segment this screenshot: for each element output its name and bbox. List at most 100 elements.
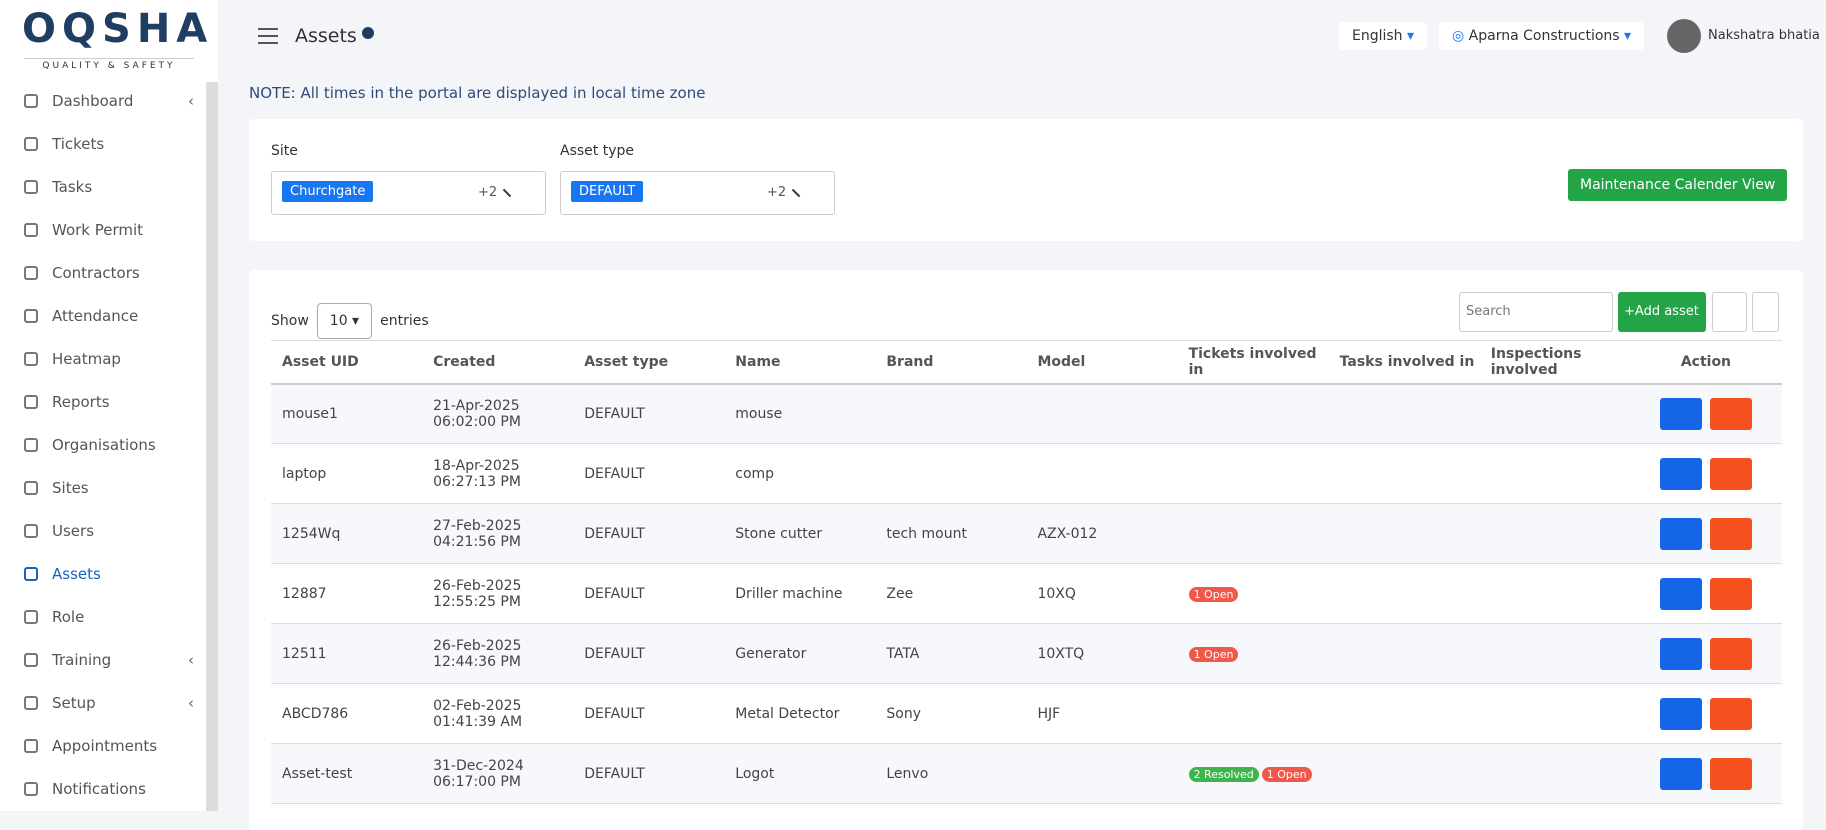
created-date: 02-Feb-2025 [433,697,522,714]
delete-button[interactable] [1709,457,1752,490]
created-time: 12:55:25 PM [433,593,521,610]
maintenance-button[interactable]: Maintenance Calender View [1568,169,1788,201]
delete-button[interactable] [1709,637,1752,670]
edit-button[interactable] [1659,517,1702,550]
delete-button[interactable] [1709,577,1752,610]
delete-button[interactable] [1709,517,1752,550]
company-select[interactable]: ◎ Aparna Constructions ▾ [1439,22,1645,50]
nav-item[interactable]: Heatmap [24,350,194,368]
nav-item[interactable]: Dashboard ‹ [24,92,194,110]
entries-select[interactable]: 10 ▾ [316,303,373,339]
nav-label: Assets [52,565,101,583]
user-name: Nakshatra bhatia [1708,28,1820,43]
column-header[interactable]: Asset UID [271,340,423,385]
nav-icon [24,137,38,151]
more-button[interactable] [1752,292,1779,332]
ticket-badge: 1 Open [1261,766,1312,782]
clear-icon[interactable] [791,188,801,198]
actions [1630,503,1782,564]
nav-item[interactable]: Organisations [24,436,194,454]
type: DEFAULT [584,765,645,782]
nav-item[interactable]: Users [24,522,194,540]
nav-item[interactable]: Reports [24,393,194,411]
nav-item[interactable]: Attendance [24,307,194,325]
tagline: QUALITY & SAFETY [24,58,194,71]
nav-item[interactable]: Training ‹ [24,651,194,669]
actions [1630,383,1782,444]
column-header: Tickets involved in [1177,340,1329,385]
type: DEFAULT [584,465,645,482]
nav-label: Tickets [52,135,105,153]
edit-button[interactable] [1659,637,1702,670]
nav-icon [24,739,38,753]
edit-button[interactable] [1659,457,1702,490]
nav-icon [24,481,38,495]
nav-item[interactable]: Assets [24,565,194,583]
cell-name: Driller machine [724,563,876,624]
created-date: 26-Feb-2025 [433,637,522,654]
model: 10XQ [1037,585,1076,602]
logo: OQSHA [22,6,214,52]
nav-icon [24,223,38,237]
cell-type: DEFAULT [573,683,725,744]
edit-button[interactable] [1659,397,1702,430]
brand: tech mount [886,525,967,542]
created-date: 31-Dec-2024 [433,757,524,774]
menu-toggle[interactable] [258,28,278,44]
nav-item[interactable]: Role [24,608,194,626]
filter-select[interactable]: Churchgate +2 [271,171,546,215]
edit-button[interactable] [1659,577,1702,610]
column-header[interactable]: Name [724,340,876,385]
nav-item[interactable]: Sites [24,479,194,497]
nav-label: Reports [52,393,110,411]
cell-brand: TATA [875,623,1027,684]
column-header[interactable]: Asset type [573,340,725,385]
name: Generator [735,645,807,662]
edit-button[interactable] [1659,697,1702,730]
nav-icon [24,524,38,538]
language-select[interactable]: English ▾ [1339,22,1428,50]
nav-item[interactable]: Setup ‹ [24,694,194,712]
cell-model: 10XQ [1026,563,1178,624]
cell-model: AZX-012 [1026,503,1178,564]
nav-item[interactable]: Appointments [24,737,194,755]
nav-item[interactable]: Contractors [24,264,194,282]
created: 26-Feb-2025 12:44:36 PM [422,623,574,684]
cell-type: DEFAULT [573,503,725,564]
clear-icon[interactable] [502,188,512,198]
avatar[interactable] [1667,19,1701,53]
tasks [1328,443,1480,504]
filter-chip: Churchgate [282,181,374,202]
filter-label: Site [271,143,298,159]
nav-icon [24,309,38,323]
nav-item[interactable]: Tasks [24,178,194,196]
cell-brand: Sony [875,683,1027,744]
asset-uid: 12887 [271,563,423,624]
tickets [1177,503,1329,564]
delete-button[interactable] [1709,397,1752,430]
created: 21-Apr-2025 06:02:00 PM [422,383,574,444]
filter-chip: DEFAULT [571,181,644,202]
info-icon[interactable] [362,27,374,39]
search-input[interactable]: Search [1459,292,1613,332]
column-header[interactable]: Model [1026,340,1178,385]
cell-model [1026,743,1178,804]
column-header[interactable]: Brand [875,340,1027,385]
nav-label: Tasks [52,178,93,196]
asset-uid: mouse1 [271,383,423,444]
nav-item[interactable]: Work Permit [24,221,194,239]
view-button[interactable] [1712,292,1747,332]
nav-item[interactable]: Tickets [24,135,194,153]
created: 26-Feb-2025 12:55:25 PM [422,563,574,624]
add-asset-button[interactable]: +Add asset [1618,292,1706,332]
actions [1630,623,1782,684]
filter-select[interactable]: DEFAULT +2 [560,171,835,215]
edit-button[interactable] [1659,757,1702,790]
note: NOTE: All times in the portal are displa… [249,84,706,102]
column-header[interactable]: Created [422,340,574,385]
delete-button[interactable] [1709,697,1752,730]
delete-button[interactable] [1709,757,1752,790]
nav-item[interactable]: Notifications [24,780,194,798]
tickets: 2 Resolved 1 Open [1177,743,1329,804]
